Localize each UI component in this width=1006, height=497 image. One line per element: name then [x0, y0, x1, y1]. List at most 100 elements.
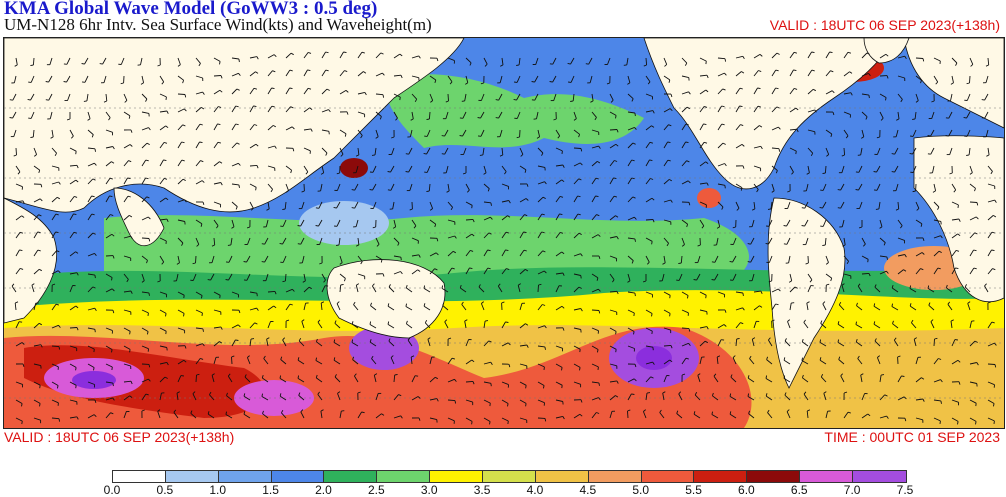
- colorbar-swatch: [113, 471, 166, 482]
- wind-barb-flag: [30, 65, 33, 66]
- wind-barb-flag: [496, 118, 499, 119]
- wind-barb: [825, 166, 826, 173]
- wind-barb-flag: [516, 65, 519, 66]
- wind-barb: [16, 148, 17, 155]
- wind-barb-flag: [10, 100, 13, 101]
- wind-barb: [196, 375, 197, 382]
- wind-barb-flag: [442, 154, 445, 155]
- wind-barb-flag: [892, 172, 895, 173]
- wind-barb: [970, 76, 971, 83]
- wind-barb-flag: [478, 118, 481, 119]
- wind-barb: [664, 345, 671, 346]
- wind-barb-flag: [56, 232, 59, 233]
- wind-barb: [448, 94, 449, 101]
- wind-barb-flag: [532, 82, 535, 83]
- storm-west-pacific: [340, 158, 368, 178]
- wind-barb-flag: [203, 329, 204, 332]
- wind-barb-flag: [272, 88, 275, 89]
- wind-barb-flag: [758, 88, 761, 89]
- wind-barb-flag: [472, 205, 473, 208]
- wind-barb: [285, 274, 286, 281]
- wind-barb: [934, 339, 935, 346]
- wind-barb-flag: [226, 280, 229, 281]
- wind-barb: [33, 58, 34, 65]
- colorbar-label: 7.0: [844, 483, 861, 497]
- chart-subtitle: UM-N128 6hr Intv. Sea Surface Wind(kts) …: [4, 15, 432, 35]
- wind-barb-flag: [95, 149, 96, 152]
- wind-barb: [70, 328, 77, 329]
- wind-barb-flag: [706, 295, 707, 298]
- wind-barb-flag: [112, 350, 113, 353]
- colorbar-swatch: [642, 471, 695, 482]
- wind-barb-flag: [316, 226, 319, 227]
- wind-barb-flag: [941, 401, 942, 404]
- wind-barb: [988, 364, 995, 365]
- wind-barb-flag: [352, 190, 355, 191]
- wind-barb-flag: [725, 59, 726, 62]
- wind-barb-flag: [282, 209, 285, 210]
- wind-barb-flag: [712, 280, 715, 281]
- colorbar-label: 3.0: [421, 483, 438, 497]
- wind-barb-flag: [344, 52, 347, 53]
- wind-barb-flag: [262, 244, 265, 245]
- wind-barb-flag: [352, 340, 353, 343]
- wind-barb-flag: [244, 262, 247, 263]
- wind-barb-flag: [46, 100, 49, 101]
- wind-barb-flag: [976, 421, 977, 424]
- wind-barb-flag: [316, 208, 319, 209]
- colorbar-swatch: [272, 471, 325, 482]
- colorbar-swatch: [589, 471, 642, 482]
- wind-barb: [214, 76, 221, 77]
- wind-barb-flag: [635, 239, 636, 242]
- wind-barb-flag: [496, 100, 499, 101]
- wind-barb-flag: [580, 367, 581, 370]
- wind-barb-flag: [616, 115, 617, 118]
- wind-barb-flag: [383, 95, 384, 98]
- wind-barb-flag: [823, 173, 826, 174]
- colorbar-swatch: [377, 471, 430, 482]
- colorbar-label: 5.0: [632, 483, 649, 497]
- wind-barb-flag: [779, 149, 780, 152]
- init-time-bottom: TIME : 00UTC 01 SEP 2023: [824, 429, 1000, 445]
- wind-barb: [646, 219, 653, 220]
- colorbar-swatch: [166, 471, 219, 482]
- wind-barb-flag: [562, 367, 563, 370]
- wind-barb-flag: [485, 321, 488, 322]
- wind-barb-flag: [460, 136, 463, 137]
- wind-barb: [646, 58, 647, 65]
- wind-barb: [232, 357, 233, 364]
- wind-barb: [538, 285, 539, 292]
- wind-barb: [142, 238, 149, 239]
- wind-barb-flag: [743, 293, 744, 296]
- wind-barb-flag: [184, 313, 185, 316]
- wind-barb-flag: [526, 403, 527, 406]
- wind-barb-flag: [946, 136, 949, 137]
- wind-barb-flag: [652, 314, 653, 317]
- colorbar-label: 0.5: [157, 483, 174, 497]
- wind-barb: [862, 273, 869, 274]
- wind-barb-flag: [239, 185, 240, 188]
- wind-barb: [844, 148, 845, 155]
- wind-barb-flag: [76, 385, 77, 388]
- wind-barb-flag: [19, 322, 22, 323]
- wind-barb-flag: [406, 154, 409, 155]
- wind-barb-flag: [200, 142, 203, 143]
- wind-barb-flag: [992, 250, 995, 251]
- wind-barb-flag: [298, 244, 301, 245]
- wind-barb-flag: [40, 403, 41, 406]
- wind-barb-flag: [251, 339, 254, 340]
- wind-barb: [448, 400, 455, 401]
- wind-barb-flag: [822, 245, 825, 246]
- wind-barb-flag: [424, 286, 425, 289]
- wind-barb: [682, 328, 689, 329]
- wind-barb-flag: [694, 280, 697, 281]
- wind-barb-flag: [208, 280, 211, 281]
- wind-barb-flag: [902, 376, 905, 377]
- colorbar-label: 4.0: [527, 483, 544, 497]
- wind-barb-flag: [341, 284, 344, 285]
- wind-barb-flag: [570, 101, 573, 102]
- wind-barb-flag: [802, 226, 805, 227]
- colorbar-swatch: [747, 471, 800, 482]
- wind-barb-flag: [128, 178, 131, 179]
- wind-barb-flag: [748, 394, 749, 397]
